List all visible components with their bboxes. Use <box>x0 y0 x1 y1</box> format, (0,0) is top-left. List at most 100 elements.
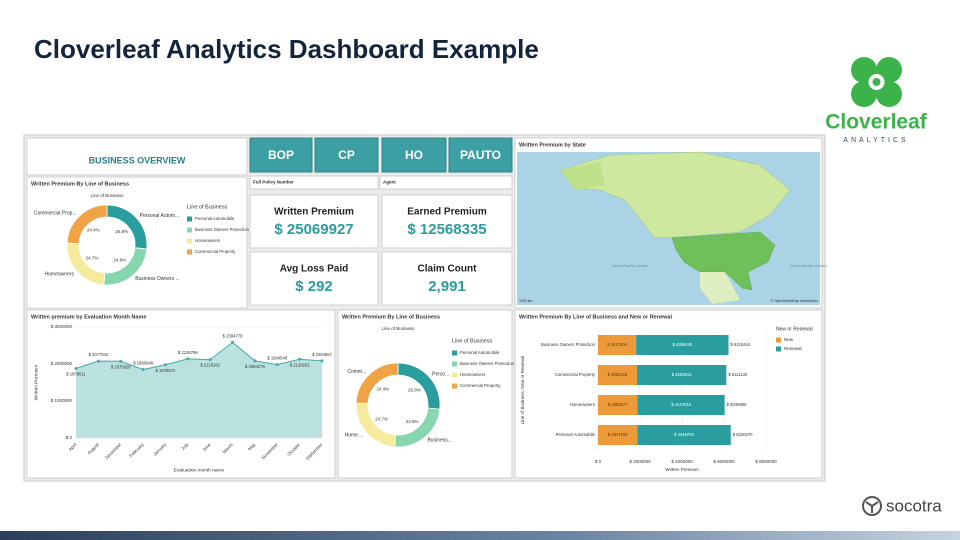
slice-value-label: 24.7% <box>86 255 99 260</box>
tab[interactable] <box>249 137 313 173</box>
value-label: $ 1978572 <box>156 368 176 373</box>
value-label: $ 2075828 <box>111 364 131 369</box>
bar-value-label: $ 1871768 <box>608 432 628 437</box>
legend-swatch <box>187 216 192 222</box>
legend-title: Line of Business <box>187 204 228 210</box>
legend-label: Homeowners <box>460 372 485 377</box>
legend-label: Business Owners Protection <box>195 227 250 232</box>
x-tick-label: June <box>201 442 212 453</box>
bar-value-label: $ 4448702 <box>674 432 694 437</box>
bar-total-label: $ 6320470 <box>733 432 753 437</box>
slice-label: Home ... <box>345 433 364 439</box>
kpi-card <box>249 251 379 306</box>
legend-label: Commercial Property <box>460 383 501 388</box>
slice-value-label: 24.8% <box>406 419 419 424</box>
kpi-label: Earned Premium <box>407 207 487 218</box>
y-axis-label: Written Premium <box>33 365 39 401</box>
slice-label: Perso... <box>432 371 449 377</box>
bar-total-label: $ 6215444 <box>731 342 751 347</box>
value-label: $ 2118182 <box>200 363 220 368</box>
bar-segment <box>636 365 727 385</box>
value-label: $ 1850048 <box>133 361 153 366</box>
legend-title: Line of Business <box>452 338 493 344</box>
point <box>74 367 78 371</box>
socotra-logo: socotra <box>862 496 942 516</box>
slide-title: Cloverleaf Analytics Dashboard Example <box>34 34 539 64</box>
x-tick-label: $ 2000000 <box>629 459 651 464</box>
bar-value-label: $ 1817004 <box>607 342 627 347</box>
slice-value-label: 24.8% <box>113 258 126 263</box>
overview-title: BUSINESS OVERVIEW <box>89 155 186 165</box>
y-tick-label: $ 0 <box>66 435 73 440</box>
slice-value-label: 24.4% <box>376 386 389 391</box>
kpi-card <box>381 251 513 306</box>
value-label: $ 2584778 <box>223 333 243 338</box>
x-tick-label: $ 8000000 <box>755 459 777 464</box>
y-axis-label: Line of Business, New or Renewal <box>520 356 525 425</box>
x-tick-label: $ 0 <box>595 459 602 464</box>
filter-box[interactable] <box>379 175 513 190</box>
point <box>186 357 190 361</box>
kpi-card <box>249 194 379 249</box>
kpi-card <box>381 194 513 249</box>
point <box>163 363 167 367</box>
bar-segment <box>598 365 637 385</box>
kpi-value: $ 12568335 <box>407 221 486 238</box>
map-scale: 1000 km <box>519 299 533 303</box>
legend-label: Renewal <box>784 346 802 351</box>
slice-value-label: 26.8% <box>408 387 421 392</box>
slice-label: Homeowners <box>45 271 75 277</box>
y-tick-label: $ 1000000 <box>51 398 73 403</box>
cloverleaf-logo: Cloverleaf ANALYTICS <box>825 57 928 144</box>
map-credit: © OpenStreetMap contributors <box>770 299 818 303</box>
logo-tagline: ANALYTICS <box>843 137 908 144</box>
bar-segment <box>637 395 725 415</box>
chart-title: Written Premium By Line of Business and … <box>519 314 672 320</box>
slice-value-label: 26.8% <box>115 229 128 234</box>
filter-label: Agent <box>383 180 396 185</box>
y-tick-label: Personal Automobile <box>556 432 596 437</box>
tab-label[interactable]: HO <box>405 148 423 162</box>
slice-value-label: 24.7% <box>375 417 388 422</box>
tab[interactable] <box>314 137 379 173</box>
chart-subtitle: Line of Business <box>381 326 415 331</box>
value-label: $ 2084557 <box>312 352 332 357</box>
bar-segment <box>637 425 731 445</box>
bar-value-label: $ 4398440 <box>672 342 692 347</box>
slice-value-label: 24.4% <box>87 228 100 233</box>
kpi-value: 2,991 <box>428 278 466 295</box>
chart-title: Written Premium By Line of Business <box>342 314 440 320</box>
chart-title: Written premium by Evaluation Month Name <box>31 314 146 320</box>
tab-label[interactable]: BOP <box>268 148 294 162</box>
y-tick-label: $ 2000000 <box>51 361 73 366</box>
point <box>141 368 145 372</box>
tab-label[interactable]: CP <box>338 148 355 162</box>
bar-segment <box>598 335 637 355</box>
x-tick-label: July <box>180 441 190 451</box>
kpi-label: Written Premium <box>274 207 354 218</box>
x-tick-label: April <box>68 442 78 452</box>
legend-label: Business Owners Protection <box>460 361 515 366</box>
value-label: $ 2128282 <box>290 362 310 367</box>
tab[interactable] <box>448 137 513 173</box>
tab[interactable] <box>381 137 447 173</box>
point <box>320 359 324 363</box>
bar-value-label: $ 1854318 <box>608 372 628 377</box>
bar-value-label: $ 4256812 <box>672 372 692 377</box>
tab-label[interactable]: PAUTO <box>460 148 501 162</box>
y-tick-label: Homeowners <box>570 402 595 407</box>
filter-box[interactable] <box>249 175 379 190</box>
map-title: Written Premium by State <box>519 142 586 148</box>
y-tick-label: Commercial Property <box>555 372 596 377</box>
donut-slice <box>355 362 399 404</box>
legend-swatch <box>452 350 457 356</box>
legend-label: New <box>784 337 794 342</box>
point <box>231 340 235 344</box>
kpi-label: Claim Count <box>418 264 478 275</box>
kpi-value: $ 292 <box>295 278 333 295</box>
x-axis-label: Written Premium <box>665 467 699 472</box>
bar-total-label: $ 6111130 <box>728 372 748 377</box>
x-tick-label: $ 4000000 <box>671 459 693 464</box>
bar-segment <box>636 335 729 355</box>
